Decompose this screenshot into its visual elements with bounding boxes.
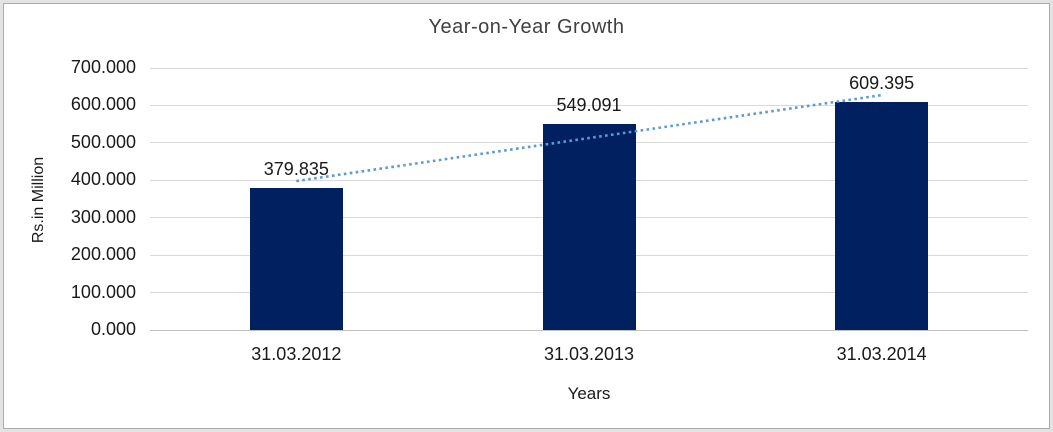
y-tick-label: 300.000 bbox=[70, 206, 136, 227]
y-tick-label: 100.000 bbox=[70, 281, 136, 302]
y-tick-label: 0.000 bbox=[90, 319, 136, 339]
y-axis-title: Rs.in Million bbox=[30, 156, 47, 244]
y-tick-label: 700.000 bbox=[70, 57, 136, 77]
bar-value-label: 549.091 bbox=[556, 95, 622, 116]
x-axis-line bbox=[150, 329, 1028, 331]
x-tick-label: 31.03.2012 bbox=[251, 344, 342, 364]
y-tick-label: 400.000 bbox=[70, 169, 136, 190]
gridline bbox=[150, 67, 1028, 69]
bar bbox=[542, 124, 636, 330]
x-tick-label: 31.03.2013 bbox=[543, 344, 635, 364]
y-tick-label: 600.000 bbox=[70, 94, 136, 115]
bar bbox=[249, 187, 343, 330]
bar-value-label: 379.835 bbox=[263, 158, 329, 179]
bar-value-label: 609.395 bbox=[849, 72, 915, 93]
chart-title: Year-on-Year Growth bbox=[428, 16, 625, 38]
x-axis-title: Years bbox=[567, 384, 611, 403]
x-tick-label: 31.03.2014 bbox=[836, 344, 927, 364]
y-tick-label: 500.000 bbox=[70, 131, 136, 152]
y-tick-label: 200.000 bbox=[70, 244, 136, 265]
bar bbox=[835, 101, 929, 330]
